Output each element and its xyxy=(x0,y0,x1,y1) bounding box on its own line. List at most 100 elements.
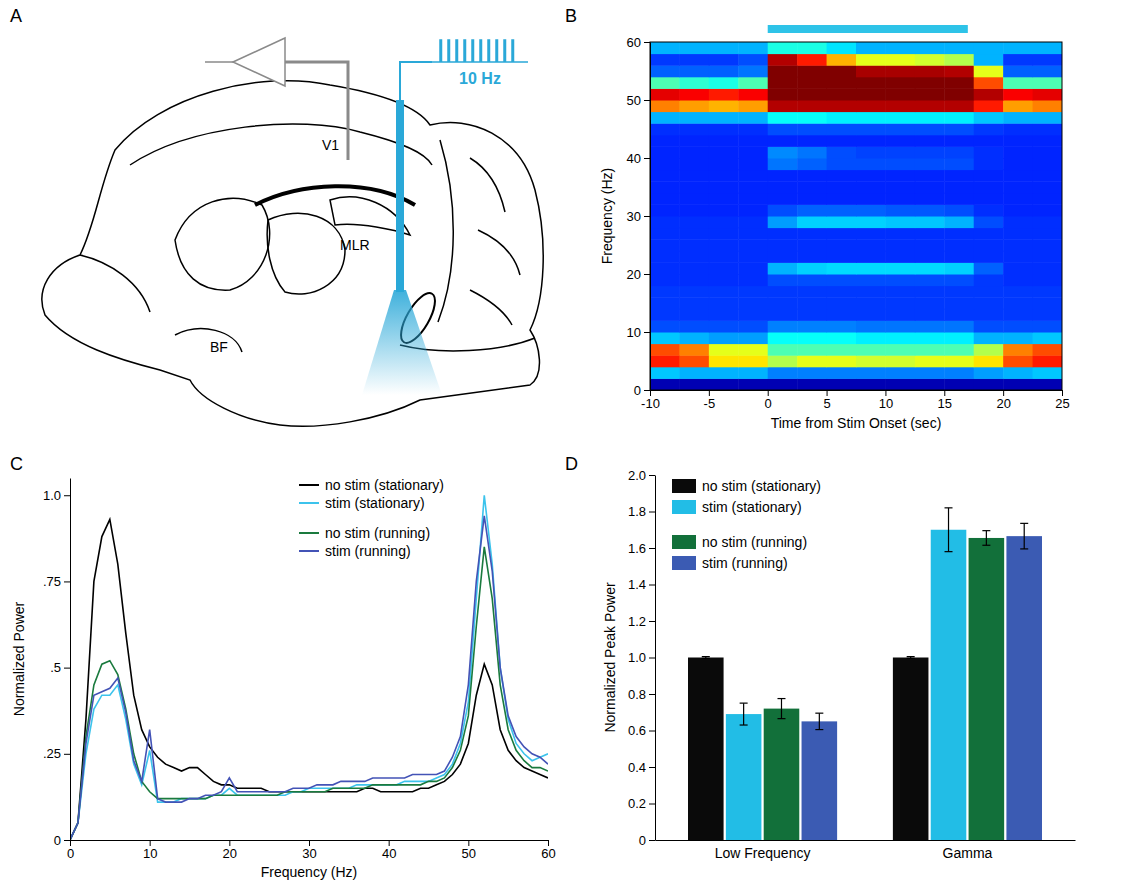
heatmap-cell xyxy=(974,181,1004,193)
heatmap-cell xyxy=(885,65,915,77)
heatmap-cell xyxy=(738,378,768,390)
axis: 0102030405060 xyxy=(627,35,651,398)
heatmap-cell xyxy=(1033,77,1062,89)
heatmap-cell xyxy=(944,65,974,77)
error-cap xyxy=(702,656,710,657)
heatmap-cell xyxy=(738,309,768,321)
heatmap-cell xyxy=(915,181,945,193)
fiber-cable xyxy=(400,62,432,100)
heatmap-cell xyxy=(768,309,798,321)
tick-label: 60 xyxy=(541,846,555,861)
heatmap-cell xyxy=(827,42,857,54)
error-stem xyxy=(986,531,987,546)
heatmap-cell xyxy=(709,65,739,77)
heatmap-cell xyxy=(1033,158,1062,170)
heatmap-cell xyxy=(797,286,827,298)
heatmap-cell xyxy=(1033,344,1062,356)
tick-label: 0 xyxy=(67,846,74,861)
heatmap-cell xyxy=(709,181,739,193)
heatmap-cell xyxy=(650,332,680,344)
error-cap xyxy=(777,698,785,699)
heatmap-cell xyxy=(856,112,886,124)
brain-line xyxy=(175,198,270,290)
tick-label: 20 xyxy=(223,846,237,861)
heatmap-cell xyxy=(768,344,798,356)
heatmap-cell xyxy=(679,251,709,263)
panel-label: B xyxy=(565,6,577,26)
heatmap-cell xyxy=(797,204,827,216)
heatmap-cell xyxy=(974,297,1004,309)
y-axis-title: Normalized Peak Power xyxy=(602,582,618,733)
heatmap-cell xyxy=(679,367,709,379)
heatmap-cell xyxy=(944,181,974,193)
legend-label: no stim (running) xyxy=(702,534,807,550)
heatmap xyxy=(650,42,1062,390)
heatmap-cell xyxy=(768,262,798,274)
spectrum-line xyxy=(70,516,548,840)
bar xyxy=(931,530,967,840)
error-stem xyxy=(819,713,820,729)
heatmap-cell xyxy=(827,123,857,135)
heatmap-cell xyxy=(885,378,915,390)
spectrum-line xyxy=(70,495,548,840)
heatmap-cell xyxy=(768,77,798,89)
heatmap-cell xyxy=(885,251,915,263)
heatmap-cell xyxy=(679,54,709,66)
legend: no stim (stationary)stim (stationary)no … xyxy=(299,477,444,559)
heatmap-cell xyxy=(856,228,886,240)
legend-swatch xyxy=(672,500,696,514)
bar xyxy=(969,538,1005,840)
heatmap-cell xyxy=(738,123,768,135)
heatmap-cell xyxy=(1033,88,1062,100)
heatmap-cell xyxy=(1033,193,1062,205)
heatmap-cell xyxy=(1003,286,1033,298)
heatmap-cell xyxy=(885,77,915,89)
heatmap-cell xyxy=(944,262,974,274)
heatmap-cell xyxy=(944,146,974,158)
stim-label: 10 Hz xyxy=(459,70,501,87)
heatmap-cell xyxy=(856,54,886,66)
heatmap-cell xyxy=(679,262,709,274)
heatmap-cell xyxy=(885,54,915,66)
error-cap xyxy=(1020,523,1028,524)
heatmap-cell xyxy=(738,332,768,344)
lines xyxy=(70,495,548,840)
heatmap-cell xyxy=(679,158,709,170)
heatmap-cell xyxy=(768,123,798,135)
heatmap-cell xyxy=(650,112,680,124)
heatmap-cell xyxy=(1033,251,1062,263)
heatmap-cell xyxy=(768,65,798,77)
heatmap-cell xyxy=(827,332,857,344)
heatmap-cell xyxy=(768,228,798,240)
heatmap-cell xyxy=(738,355,768,367)
heatmap-cell xyxy=(944,378,974,390)
heatmap-cell xyxy=(885,181,915,193)
heatmap-cell xyxy=(768,146,798,158)
heatmap-cell xyxy=(650,228,680,240)
heatmap-cell xyxy=(915,378,945,390)
heatmap-cell xyxy=(1003,158,1033,170)
heatmap-cell xyxy=(944,100,974,112)
heatmap-cell xyxy=(679,228,709,240)
heatmap-cell xyxy=(1033,309,1062,321)
heatmap-cell xyxy=(1033,286,1062,298)
tick-label: 10 xyxy=(879,396,893,411)
heatmap-cell xyxy=(738,88,768,100)
heatmap-cell xyxy=(856,158,886,170)
tick-mark xyxy=(1003,390,1004,396)
heatmap-cell xyxy=(709,146,739,158)
optic-fiber xyxy=(396,100,404,292)
tick: 30 xyxy=(627,209,650,224)
heatmap-cell xyxy=(679,42,709,54)
tick-mark xyxy=(649,621,655,622)
heatmap-cell xyxy=(797,146,827,158)
heatmap-cell xyxy=(827,228,857,240)
heatmap-cell xyxy=(768,158,798,170)
heatmap-cell xyxy=(885,193,915,205)
heatmap-cell xyxy=(974,344,1004,356)
tick-mark xyxy=(885,390,886,396)
heatmap-cell xyxy=(768,170,798,182)
heatmap-cell xyxy=(915,135,945,147)
tick: 40 xyxy=(382,840,396,861)
heatmap-cell xyxy=(679,100,709,112)
